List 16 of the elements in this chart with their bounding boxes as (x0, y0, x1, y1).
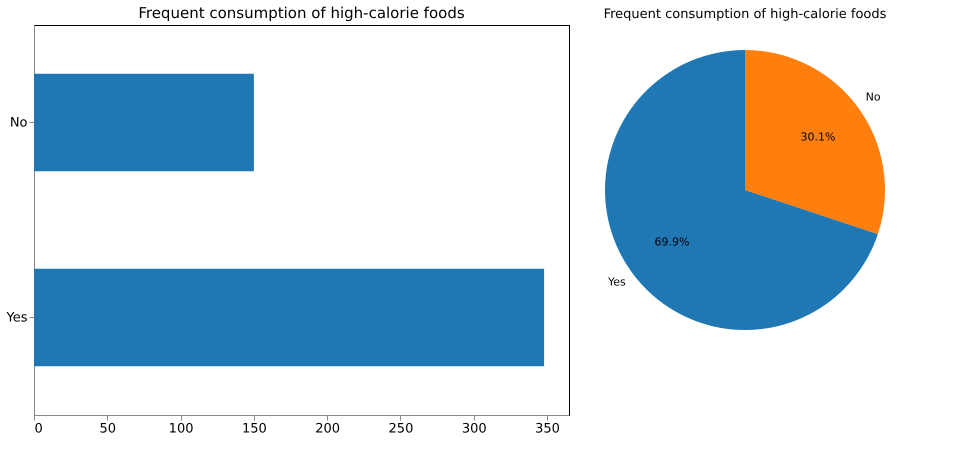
chart-title: Frequent consumption of high-calorie foods (604, 7, 887, 22)
slice-label: No (866, 90, 881, 104)
slice-label: Yes (607, 275, 626, 288)
x-tick-label: 100 (168, 422, 194, 436)
chart-title: Frequent consumption of high-calorie foods (138, 4, 465, 22)
x-tick-label: 50 (100, 422, 116, 436)
data-label: 69.9% (654, 236, 690, 249)
data-label: 30.1% (800, 130, 836, 144)
x-tick-label: 250 (388, 422, 414, 436)
x-tick-label: 300 (462, 422, 487, 436)
pie-slice (605, 50, 878, 330)
x-tick-label: 200 (315, 422, 340, 436)
x-tick-label: 150 (242, 422, 267, 436)
pie-slice (745, 50, 885, 234)
x-tick-label: 0 (34, 422, 43, 436)
x-tick-label: 350 (535, 422, 560, 436)
